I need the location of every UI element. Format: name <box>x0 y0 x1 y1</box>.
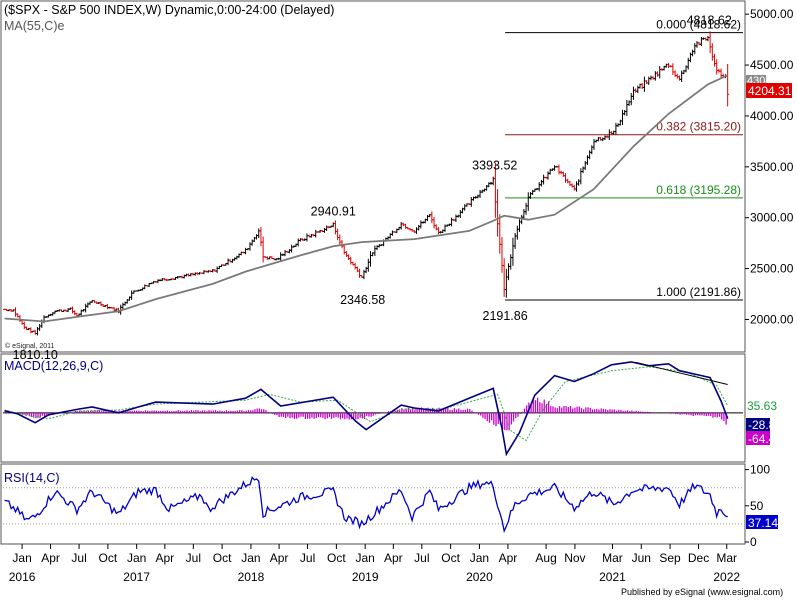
last-price-label: 4204.31 <box>748 84 792 98</box>
fib-level-label: 0.000 (4818.62) <box>656 18 741 32</box>
time-tick-month: Mar <box>716 551 737 565</box>
time-tick-month: Jul <box>71 551 86 565</box>
macd-value-box <box>746 418 770 432</box>
price-tick-label: 2000.00 <box>750 312 794 326</box>
macd-panel-frame <box>0 353 746 463</box>
chart-title: ($SPX - S&P 500 INDEX,W) Dynamic,0:00-24… <box>4 3 334 17</box>
price-annotation: 2346.58 <box>340 293 385 307</box>
time-tick-month: Oct <box>327 551 346 565</box>
price-tick-label: 3500.00 <box>750 160 794 174</box>
time-tick-month: Jan <box>355 551 374 565</box>
time-tick-year: 2016 <box>9 570 36 584</box>
last-price-box <box>746 83 792 98</box>
rsi-line <box>4 475 728 534</box>
price-annotation: 3393.52 <box>472 159 517 173</box>
price-tick-label: 4500.00 <box>750 58 794 72</box>
time-tick-month: Dec <box>688 551 709 565</box>
ma-line <box>4 74 729 323</box>
time-tick-month: Apr <box>155 551 174 565</box>
time-tick-year: 2021 <box>599 570 626 584</box>
macd-signal-label: 35.63 <box>747 399 777 413</box>
rsi-value-label: 37.14 <box>748 516 778 530</box>
time-tick-month: Oct <box>99 551 118 565</box>
time-tick-month: Apr <box>499 551 518 565</box>
price-annotation: 2940.91 <box>311 205 356 219</box>
price-annotation: 1810.10 <box>13 348 58 362</box>
watermark: © eSignal, 2011 <box>5 342 55 350</box>
rsi-panel-title: RSI(14,C) <box>4 471 60 485</box>
price-tick-label: 2500.00 <box>750 262 794 276</box>
rsi-series: 100 50 0 <box>3 463 770 549</box>
price-annotation: 4818.62 <box>687 14 732 28</box>
macd-trendline <box>635 361 728 385</box>
rsi-panel-frame <box>0 463 746 545</box>
time-tick-month: Jan <box>241 551 260 565</box>
price-tick-label: 4000.00 <box>750 109 794 123</box>
time-tick-month: Jun <box>632 551 651 565</box>
time-tick-month: Jul <box>414 551 429 565</box>
time-tick-month: Apr <box>270 551 289 565</box>
time-tick-month: Oct <box>441 551 460 565</box>
rsi-tick-label: 100 <box>750 463 770 477</box>
rsi-value-box <box>746 515 778 529</box>
price-panel-frame <box>0 0 746 353</box>
time-tick-year: 2022 <box>713 570 740 584</box>
macd-histogram-label: -64.43 <box>748 432 782 446</box>
time-tick-month: Jul <box>300 551 315 565</box>
price-series <box>3 31 730 336</box>
time-tick-month: Jan <box>470 551 489 565</box>
time-tick-month: Sep <box>659 551 681 565</box>
macd-panel-title: MACD(12,26,9,C) <box>4 359 103 373</box>
price-annotations: 1810.10 2940.91 2346.58 3393.52 2191.86 4818.… <box>13 14 732 362</box>
publisher-footer: Published by eSignal (www.esignal.com) <box>621 587 783 597</box>
fib-level-label: 1.000 (2191.86) <box>656 285 741 299</box>
price-tick-label: 3000.00 <box>750 211 794 225</box>
rsi-tick-label: 0 <box>750 535 757 549</box>
price-annotation: 2191.86 <box>483 309 528 323</box>
time-tick-year: 2017 <box>123 570 150 584</box>
price-axis: 5000.00 4500.00 4000.00 3500.00 3000.00 2500.… <box>745 7 794 326</box>
time-tick-month: Apr <box>384 551 403 565</box>
ma-indicator-label: MA(55,C)e <box>4 19 64 33</box>
fibonacci-levels: 0.000 (4818.62) 0.382 (3815.20) 0.618 (319… <box>505 18 743 301</box>
fib-level-label: 0.618 (3195.28) <box>656 183 741 197</box>
time-tick-month: Mar <box>602 551 623 565</box>
time-tick-year: 2019 <box>352 570 379 584</box>
macd-series <box>3 361 743 457</box>
time-tick-month: Oct <box>213 551 232 565</box>
time-tick-year: 2018 <box>238 570 265 584</box>
time-tick-month: Jul <box>186 551 201 565</box>
fib-level-label: 0.382 (3815.20) <box>656 120 741 134</box>
time-axis: Jan 2016 Apr Jul Oct Jan 2017 Apr Jul Oct Jan 2018 A… <box>9 544 740 584</box>
time-tick-year: 2020 <box>466 570 493 584</box>
macd-value-label: -28.8 <box>748 418 776 432</box>
rsi-tick-label: 50 <box>750 499 764 513</box>
macd-signal-box <box>746 399 766 413</box>
ma-value-box <box>746 75 766 86</box>
macd-histogram-box <box>746 431 770 445</box>
time-tick-month: Jan <box>127 551 146 565</box>
price-tick-label: 5000.00 <box>750 7 794 21</box>
time-tick-month: Aug <box>535 551 556 565</box>
time-tick-month: Nov <box>564 551 585 565</box>
moving-average-series <box>4 74 729 323</box>
time-tick-month: Jan <box>12 551 31 565</box>
time-tick-month: Apr <box>41 551 60 565</box>
